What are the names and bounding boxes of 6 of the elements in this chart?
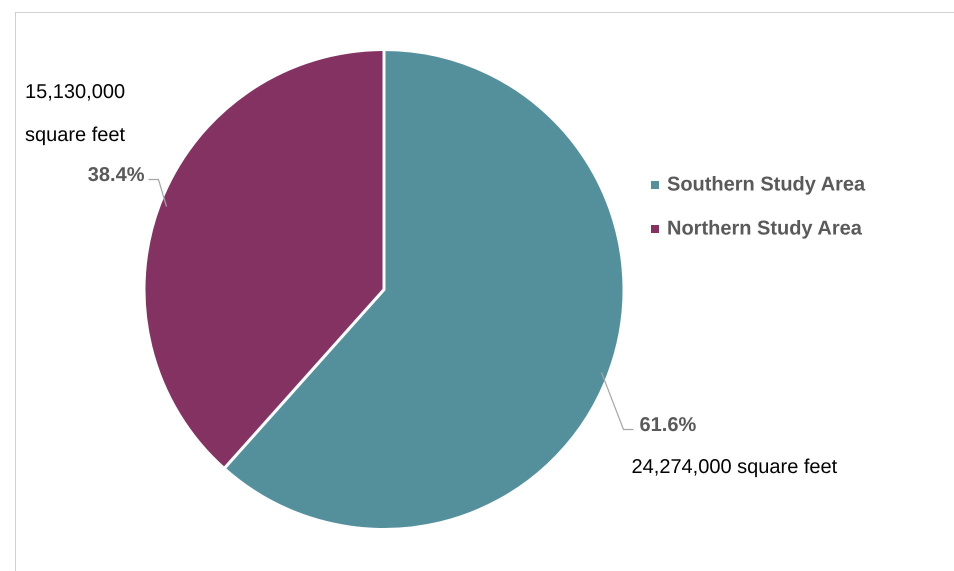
text: 15,130,000 square feet	[25, 81, 126, 146]
legend-label: Northern Study Area	[667, 218, 863, 240]
data-label: 61.6%	[640, 414, 696, 436]
data-label: 38.4%	[88, 164, 145, 186]
legend-label: Southern Study Area	[667, 174, 866, 196]
text: 24,274,000 square feet	[632, 456, 838, 478]
